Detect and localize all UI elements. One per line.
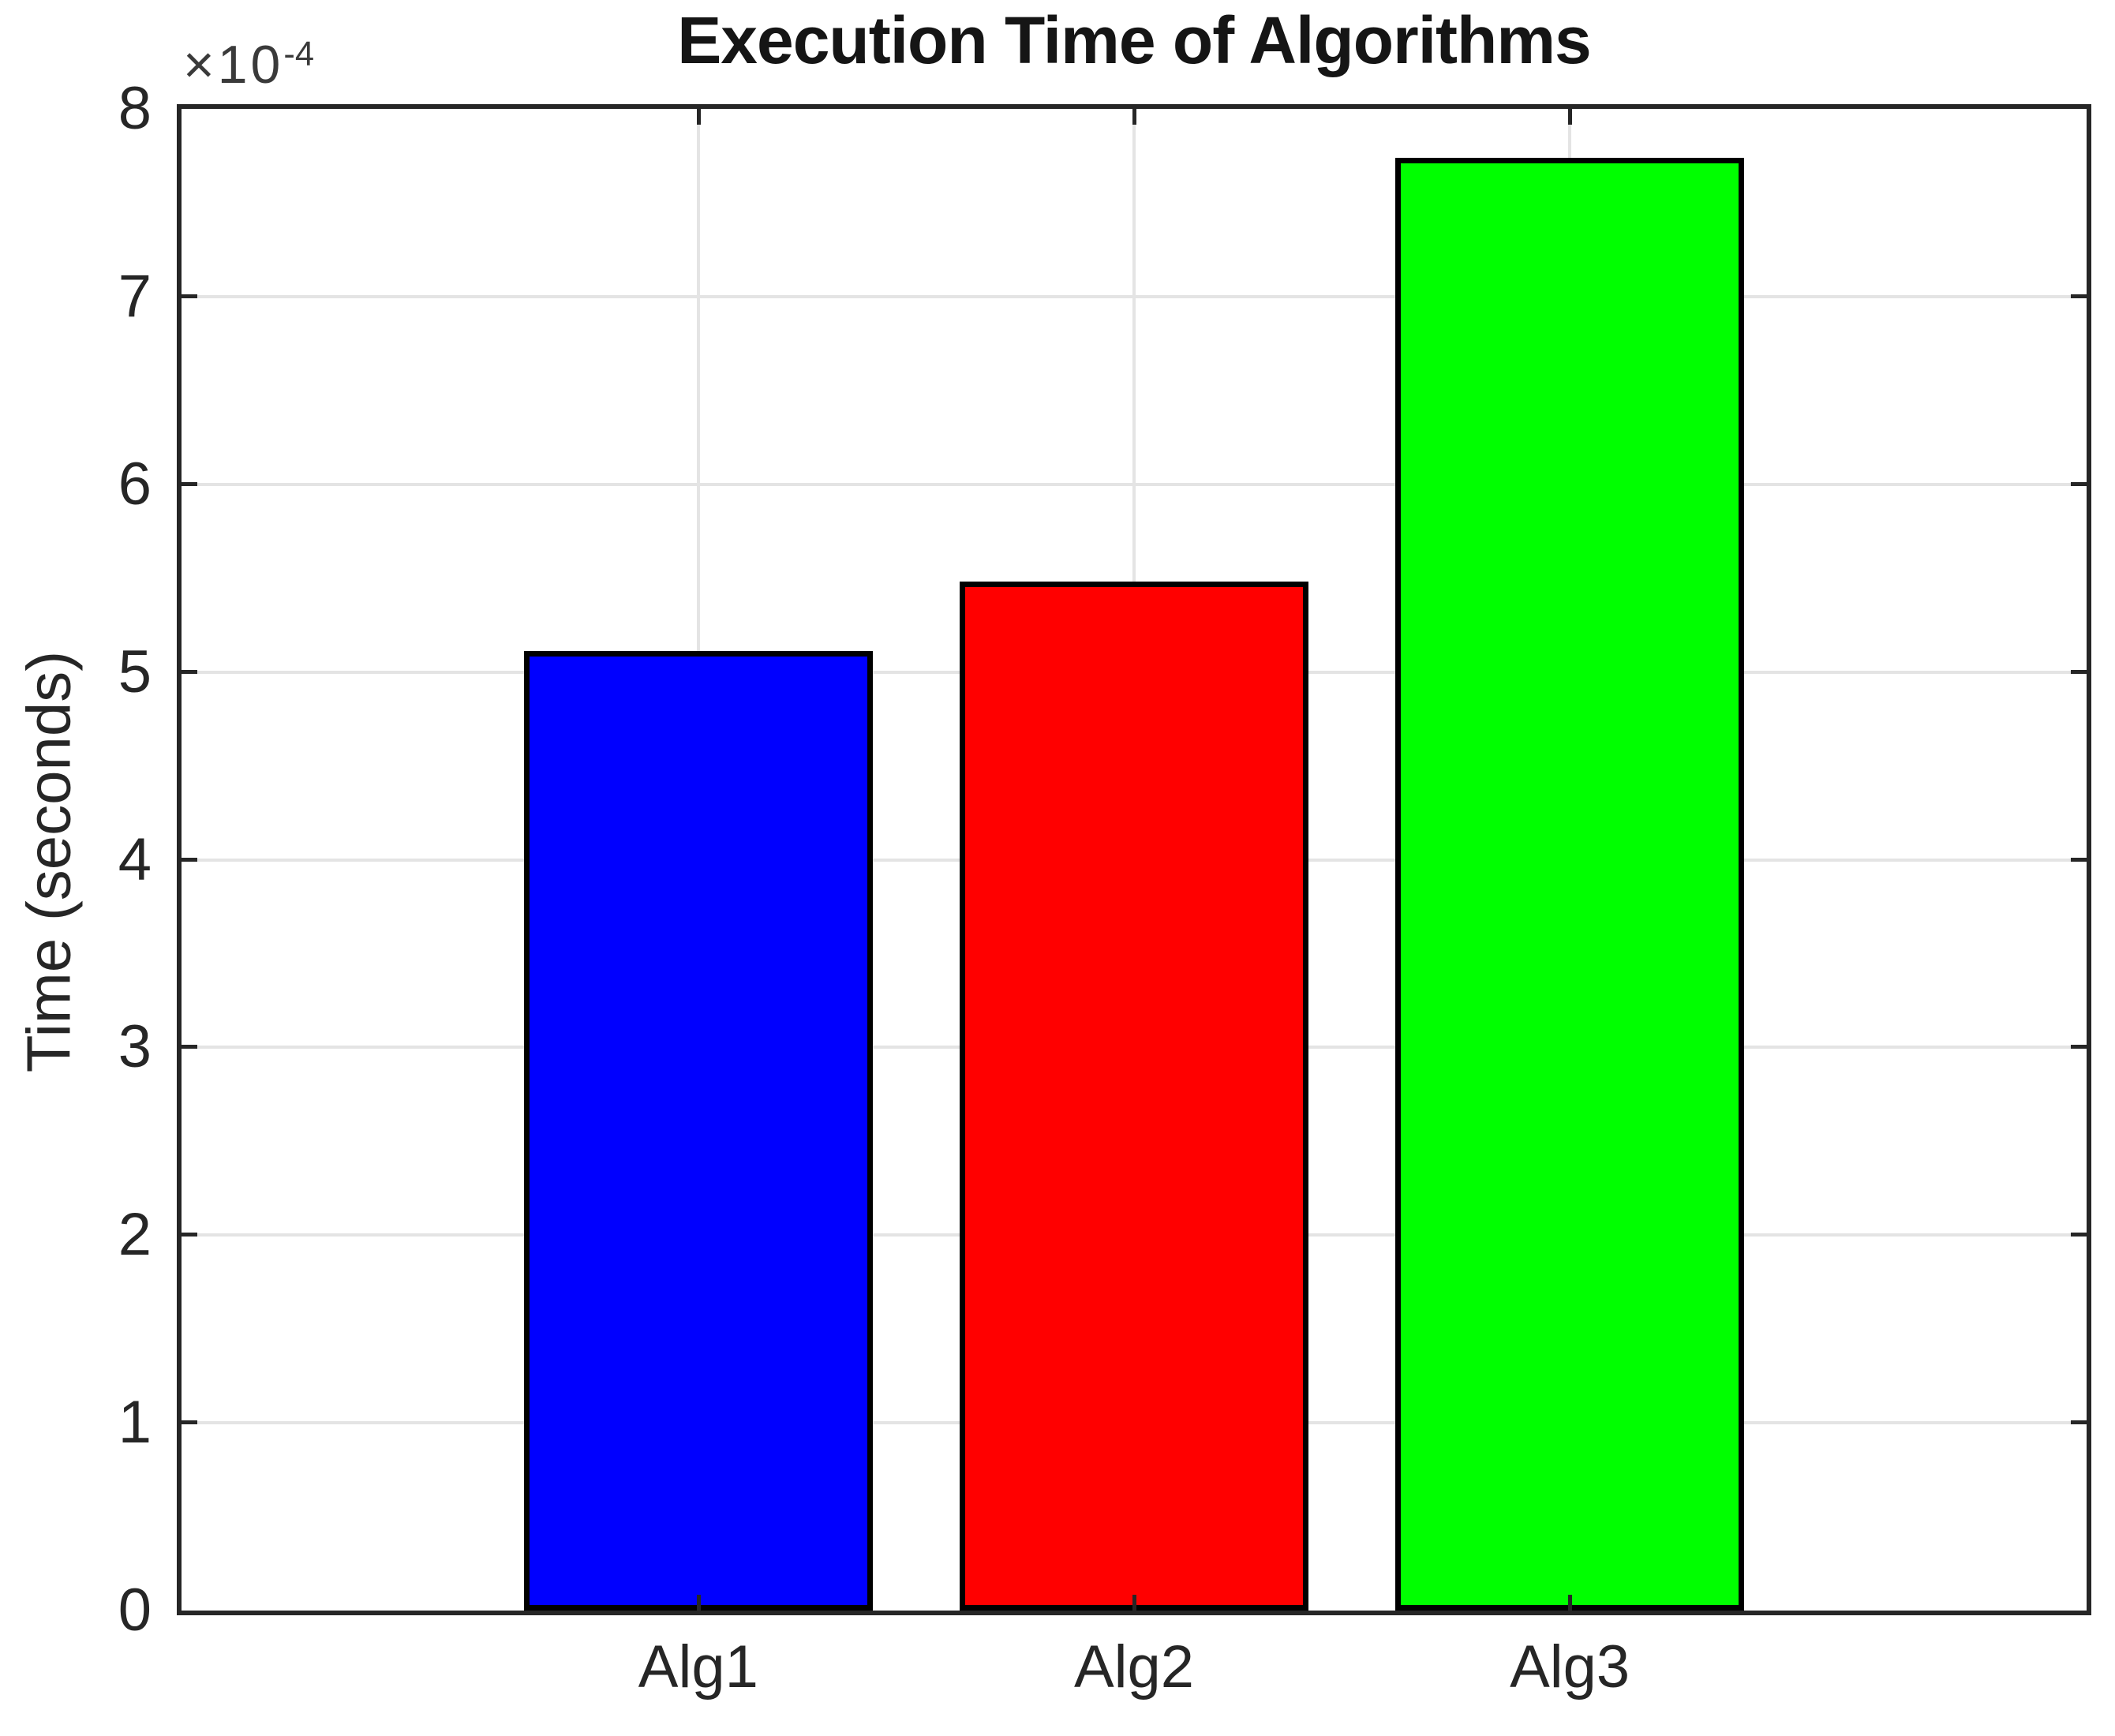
y-axis-exponent-label: ×10-4 xyxy=(183,19,314,100)
y-tick-mark xyxy=(2071,1045,2087,1049)
y-tick-mark xyxy=(2071,481,2087,486)
y-tick-mark xyxy=(182,1045,197,1049)
y-tick-mark xyxy=(182,294,197,298)
y-tick-label: 3 xyxy=(118,1013,152,1081)
y-tick-mark xyxy=(2071,1420,2087,1425)
y-tick-mark xyxy=(182,1420,197,1425)
x-tick-mark xyxy=(696,1595,701,1611)
chart-title: Execution Time of Algorithms xyxy=(677,3,1591,77)
y-tick-label: 8 xyxy=(118,75,152,142)
y-tick-label: 6 xyxy=(118,450,152,518)
plot-inner xyxy=(182,109,2087,1611)
y-tick-mark xyxy=(2071,1233,2087,1237)
y-tick-mark xyxy=(182,481,197,486)
bar-alg1 xyxy=(523,651,873,1611)
y-tick-label: 5 xyxy=(118,638,152,705)
y-tick-label: 4 xyxy=(118,825,152,893)
y-tick-label: 2 xyxy=(118,1201,152,1269)
bar-alg2 xyxy=(960,582,1308,1611)
x-tick-mark xyxy=(1132,1595,1136,1611)
x-tick-label: Alg2 xyxy=(1073,1633,1195,1700)
y-tick-label: 0 xyxy=(118,1577,152,1644)
exponent-power-text: -4 xyxy=(283,36,315,73)
y-tick-mark xyxy=(2071,294,2087,298)
exponent-base-text: ×10 xyxy=(183,34,284,95)
x-tick-label: Alg3 xyxy=(1510,1633,1630,1700)
x-tick-label: Alg1 xyxy=(638,1633,758,1700)
y-tick-mark xyxy=(182,857,197,862)
y-tick-label: 7 xyxy=(118,262,152,330)
y-tick-label: 1 xyxy=(118,1389,152,1457)
x-tick-mark xyxy=(1132,109,1136,125)
y-tick-mark xyxy=(2071,857,2087,862)
x-tick-mark xyxy=(696,109,701,125)
x-tick-mark xyxy=(1568,109,1573,125)
x-tick-mark xyxy=(1568,1595,1573,1611)
y-tick-mark xyxy=(182,669,197,674)
y-tick-mark xyxy=(182,1233,197,1237)
plot-area xyxy=(177,104,2091,1615)
y-tick-mark xyxy=(2071,669,2087,674)
bar-alg3 xyxy=(1395,157,1744,1611)
